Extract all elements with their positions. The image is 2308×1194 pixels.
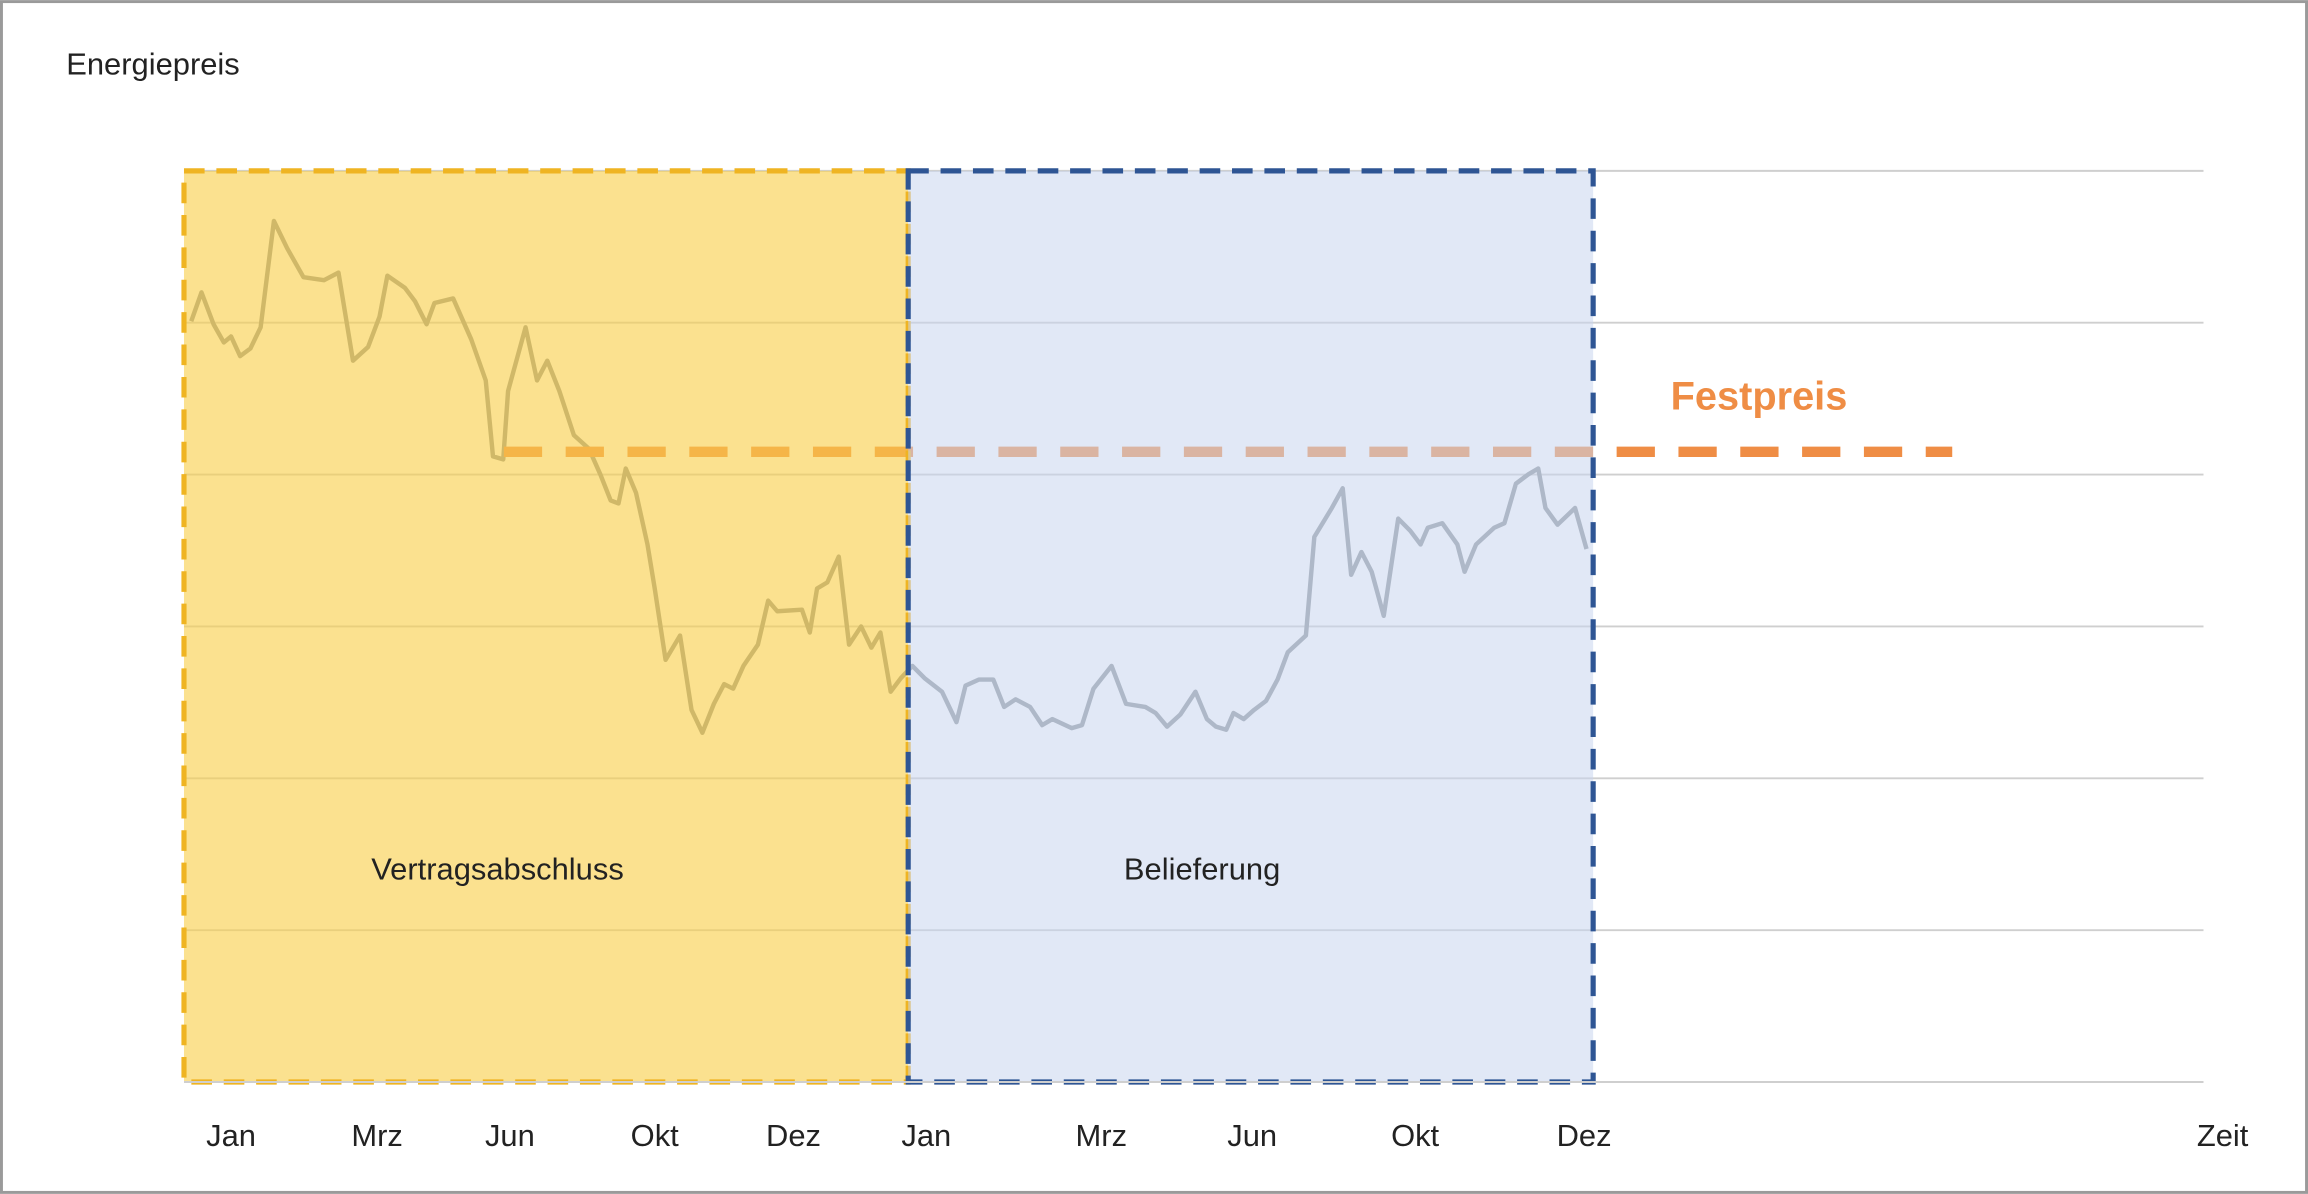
region <box>181 168 911 1085</box>
x-axis-label: Zeit <box>2197 1118 2249 1153</box>
region-label: Belieferung <box>1124 852 1280 887</box>
region <box>905 168 1596 1085</box>
x-tick-label: Jun <box>1227 1118 1277 1153</box>
y-axis-label: Energiepreis <box>66 47 240 82</box>
x-tick-label: Mrz <box>351 1118 403 1153</box>
x-tick-label: Okt <box>631 1118 679 1153</box>
fixed-price-label: Festpreis <box>1671 374 1848 418</box>
x-tick-label: Mrz <box>1076 1118 1128 1153</box>
x-tick-label: Jun <box>485 1118 535 1153</box>
x-tick-label: Jan <box>901 1118 951 1153</box>
x-tick-label: Jan <box>206 1118 256 1153</box>
x-tick-label: Okt <box>1391 1118 1439 1153</box>
x-tick-label: Dez <box>1557 1118 1612 1153</box>
x-tick-label: Dez <box>766 1118 821 1153</box>
region-label: Vertragsabschluss <box>371 852 624 887</box>
